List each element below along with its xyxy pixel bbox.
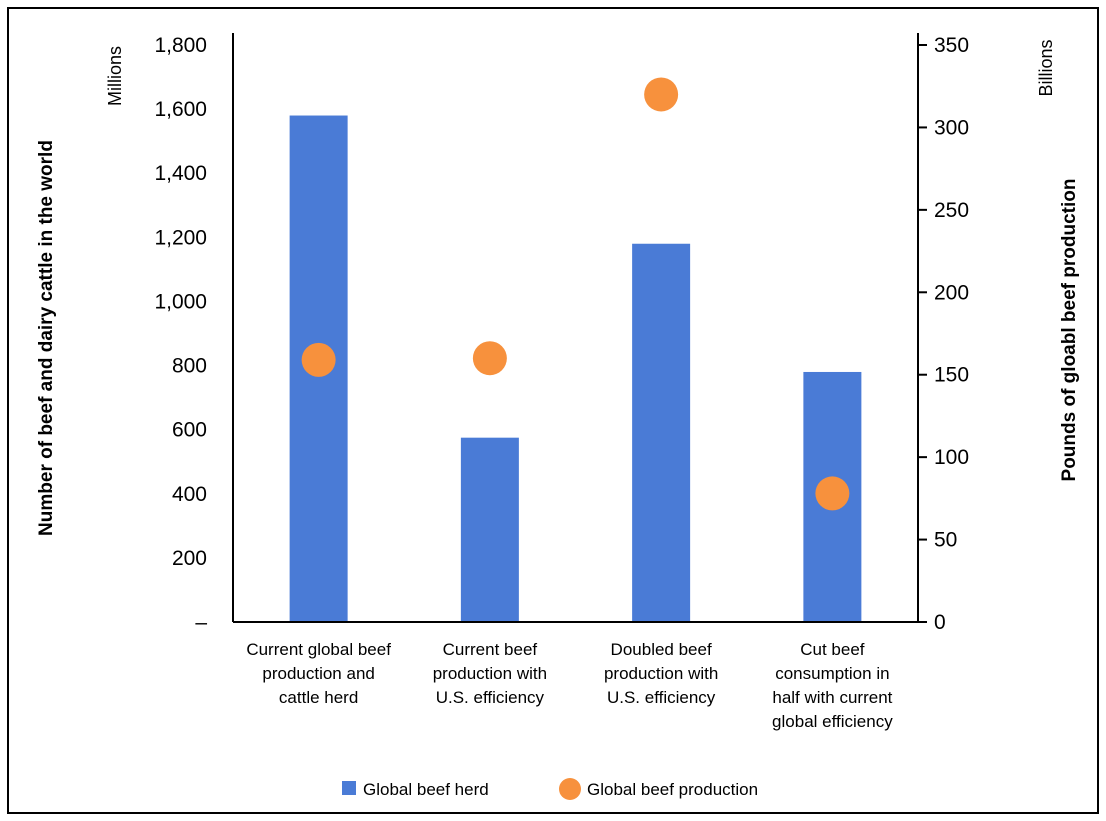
- right-tick-label: 300: [934, 116, 969, 139]
- right-axis-title: Pounds of gloabl beef production: [1059, 179, 1080, 482]
- category-label: consumption in: [775, 664, 889, 683]
- category-label: production with: [433, 664, 547, 683]
- bars-layer: [289, 115, 862, 623]
- category-label: Current beef: [443, 640, 538, 659]
- category-label: Cut beef: [800, 640, 865, 659]
- category-label: U.S. efficiency: [607, 688, 716, 707]
- left-tick-label: 1,200: [154, 226, 207, 249]
- right-tick-label: 50: [934, 529, 957, 552]
- dot-global-beef-production: [472, 341, 507, 376]
- axes-layer: – 200 400 600 800 1,000 1,200 1,400 1,600 1,800 0 5…: [154, 33, 969, 634]
- legend-swatch-dot: [559, 778, 581, 800]
- left-tick-label: –: [195, 611, 207, 634]
- labels-layer: Millions Billions Number of beef and dairy…: [36, 39, 1080, 731]
- category-label: production with: [604, 664, 718, 683]
- category-label: global efficiency: [772, 712, 893, 731]
- bar-global-beef-herd: [460, 437, 519, 622]
- left-tick-label: 200: [172, 547, 207, 570]
- right-tick-label: 350: [934, 34, 969, 57]
- left-axis-title: Number of beef and dairy cattle in the w…: [36, 140, 57, 536]
- legend-swatch-bar: [342, 781, 356, 795]
- left-tick-label: 600: [172, 419, 207, 442]
- legend-label-dot: Global beef production: [587, 780, 758, 799]
- category-label: U.S. efficiency: [436, 688, 545, 707]
- right-tick-label: 250: [934, 199, 969, 222]
- left-tick-label: 400: [172, 483, 207, 506]
- category-label: Doubled beef: [611, 640, 712, 659]
- left-unit-label: Millions: [105, 46, 125, 106]
- dot-global-beef-production: [644, 77, 679, 112]
- right-unit-label: Billions: [1036, 39, 1056, 96]
- left-tick-label: 1,000: [154, 290, 207, 313]
- dot-global-beef-production: [815, 476, 850, 511]
- legend-label-bar: Global beef herd: [363, 780, 489, 799]
- bar-global-beef-herd: [632, 243, 691, 622]
- right-tick-label: 150: [934, 364, 969, 387]
- dot-global-beef-production: [301, 342, 336, 377]
- category-label: cattle herd: [279, 688, 358, 707]
- left-tick-label: 800: [172, 355, 207, 378]
- left-tick-label: 1,600: [154, 98, 207, 121]
- left-tick-label: 1,400: [154, 162, 207, 185]
- dots-layer: [301, 77, 850, 511]
- right-tick-label: 100: [934, 446, 969, 469]
- category-label: half with current: [772, 688, 892, 707]
- legend: Global beef herd Global beef production: [342, 778, 758, 800]
- category-label: production and: [262, 664, 374, 683]
- right-tick-label: 200: [934, 281, 969, 304]
- left-tick-label: 1,800: [154, 34, 207, 57]
- right-tick-label: 0: [934, 611, 946, 634]
- category-label: Current global beef: [246, 640, 391, 659]
